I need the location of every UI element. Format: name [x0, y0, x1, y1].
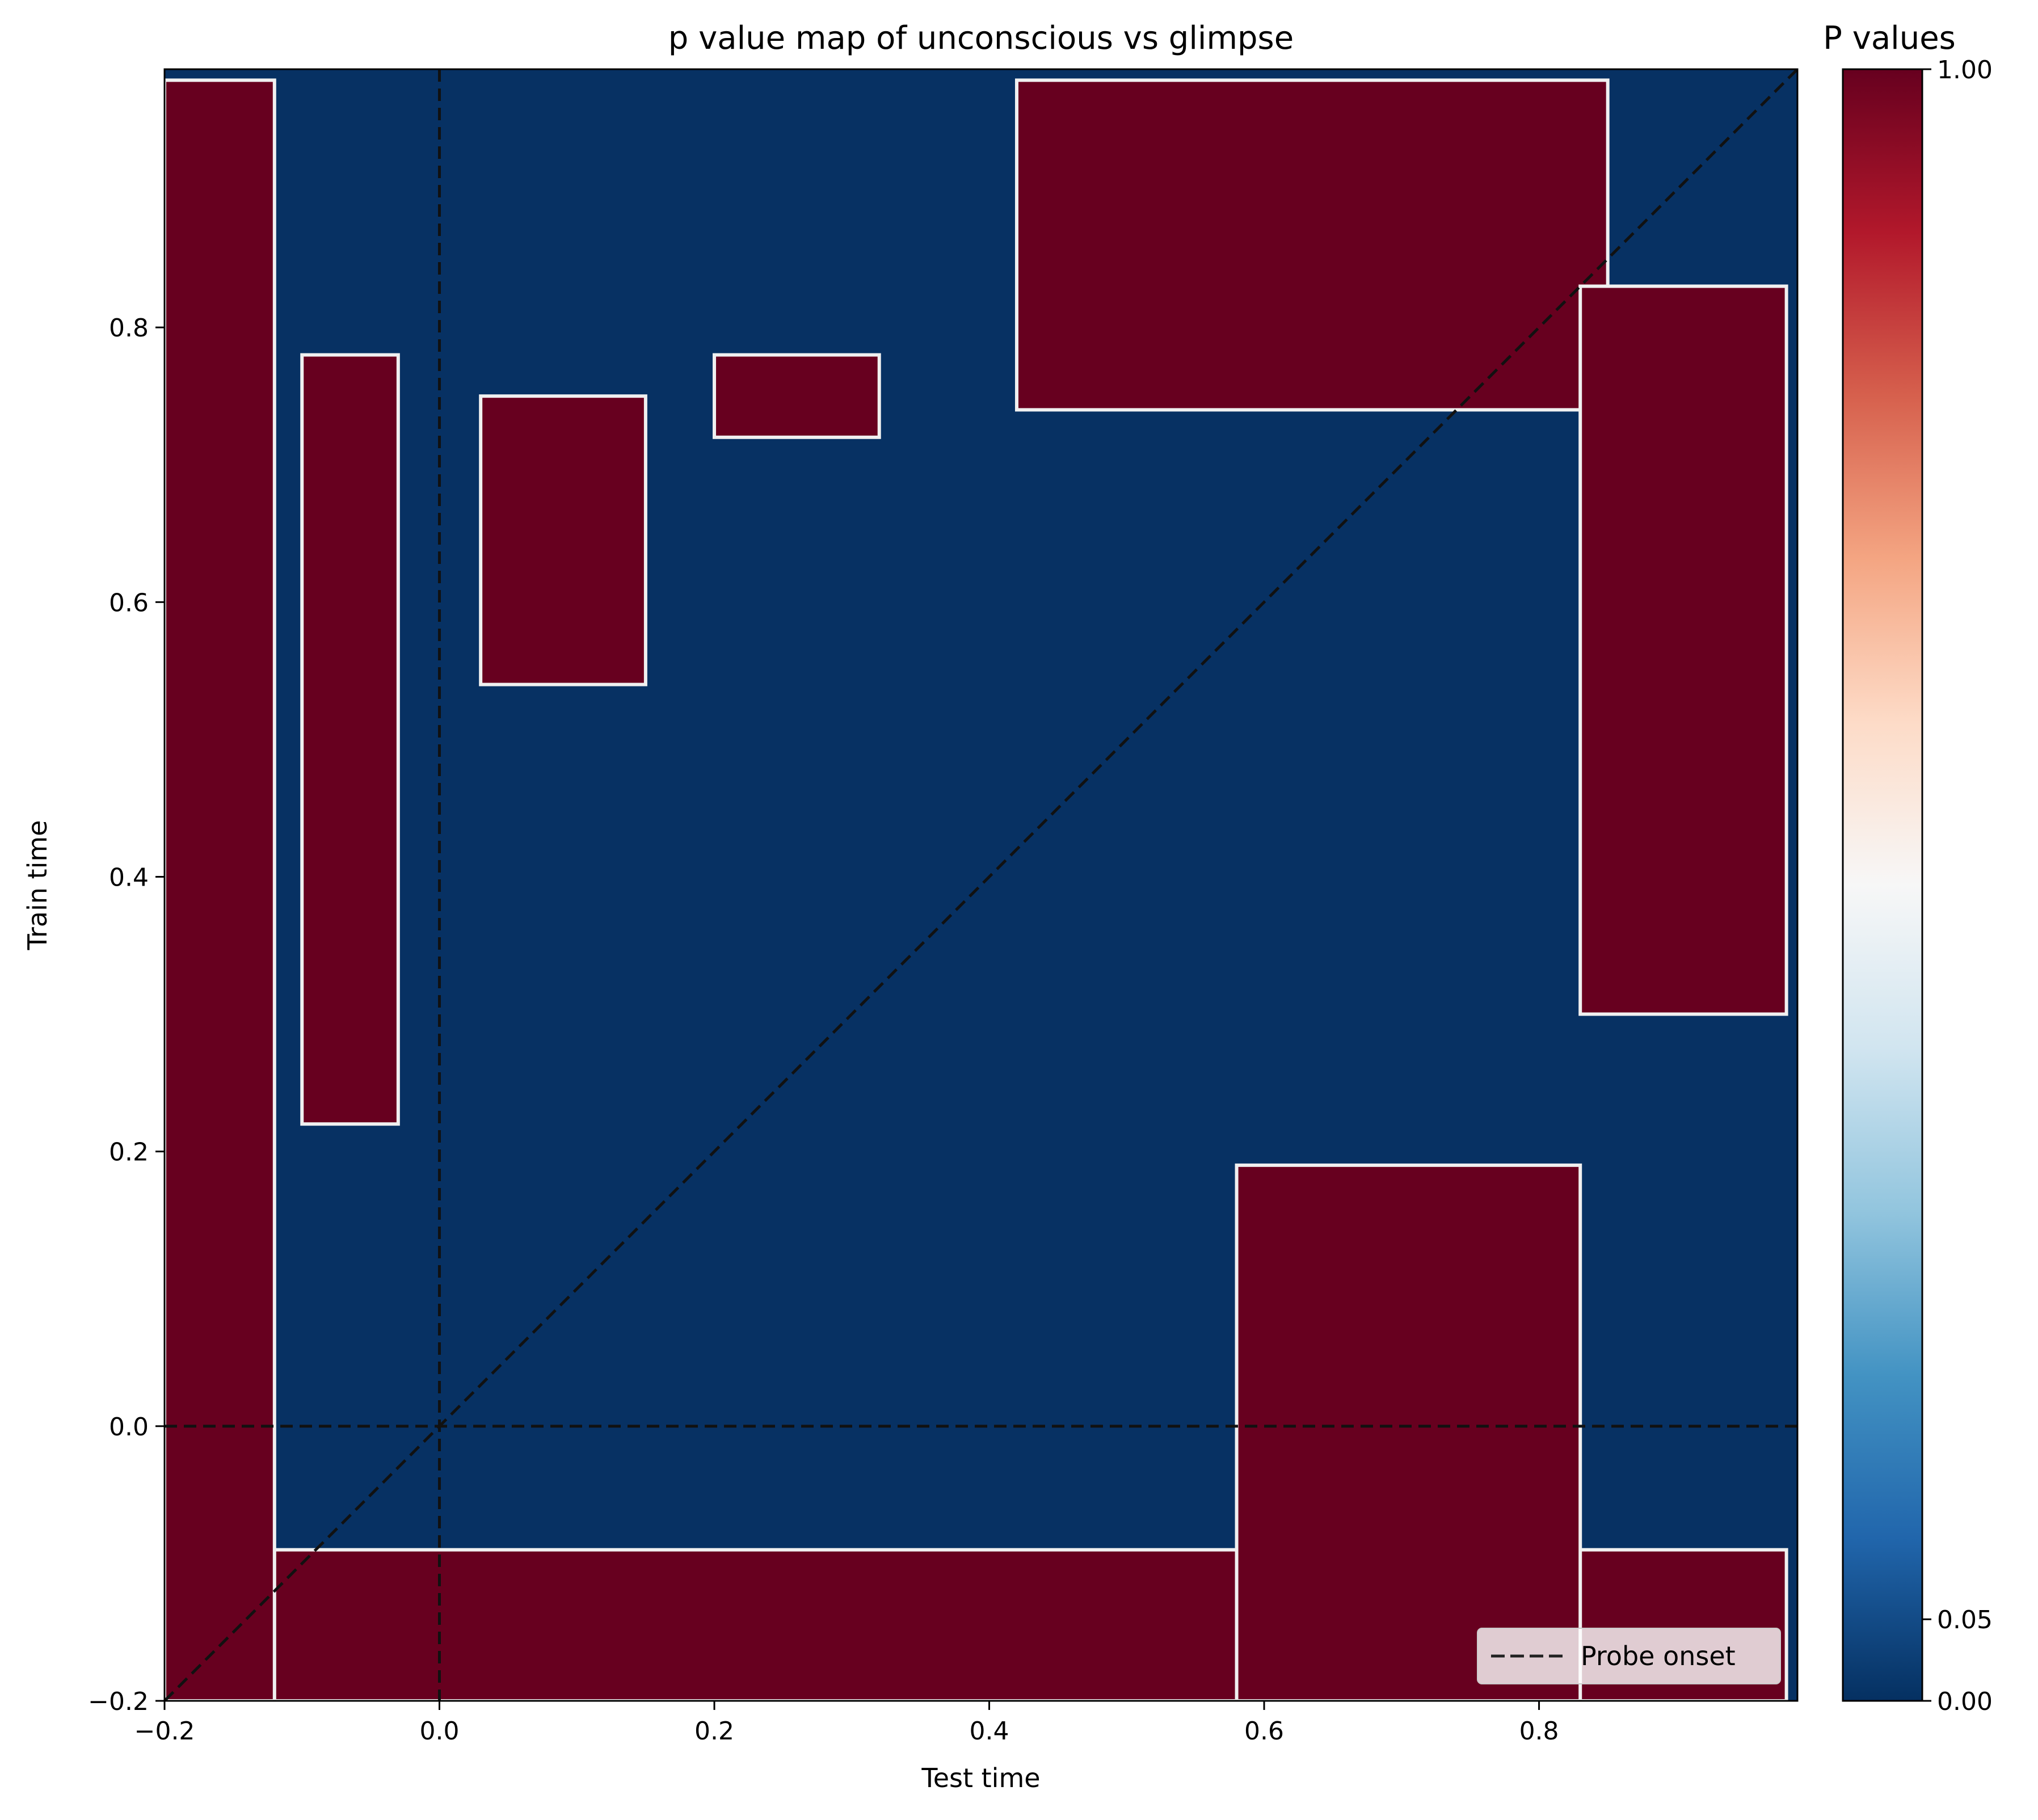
legend: Probe onset [1477, 1628, 1781, 1684]
x-tick-label: −0.2 [134, 1717, 195, 1746]
x-tick-label: 0.4 [970, 1717, 1009, 1746]
colorbar-ticks: 0.00 0.05 1.00 [1922, 56, 1993, 1716]
reference-lines [165, 69, 1797, 1701]
chart-title: p value map of unconscious vs glimpse [668, 20, 1294, 57]
y-tick-label: 0.6 [109, 588, 149, 617]
x-tick-label: 0.2 [694, 1717, 734, 1746]
heatmap-region-3 [300, 353, 400, 1126]
y-axis-label: Train time [22, 820, 53, 951]
heatmap-region-5 [1014, 78, 1610, 412]
colorbar-tick-label: 0.05 [1937, 1606, 1993, 1634]
colorbar-gradient [1842, 68, 1923, 1702]
colorbar-tick-label: 1.00 [1937, 56, 1993, 85]
heatmap-region-2 [165, 78, 276, 1701]
y-tick-label: 0.2 [109, 1138, 149, 1167]
heatmap-region-8 [713, 353, 881, 439]
x-tick-label: 0.0 [420, 1717, 460, 1746]
colorbar: P values 0.00 0.05 1.00 [1823, 20, 1993, 1716]
legend-box [1477, 1628, 1781, 1684]
x-axis: −0.2 0.0 0.2 0.4 0.6 0.8 [134, 1701, 1559, 1746]
x-axis-label: Test time [921, 1763, 1040, 1793]
colorbar-title: P values [1823, 20, 1956, 57]
heatmap-region-6 [1578, 284, 1788, 1016]
y-axis: −0.2 0.0 0.2 0.4 0.6 0.8 [88, 314, 165, 1716]
heatmap-region-4 [479, 394, 647, 686]
heatmap-region-7 [1235, 1163, 1582, 1701]
legend-entry-probe-onset: Probe onset [1581, 1641, 1736, 1671]
x-tick-label: 0.6 [1244, 1717, 1284, 1746]
y-tick-label: −0.2 [88, 1687, 149, 1716]
heatmap-regions [165, 78, 1788, 1701]
y-tick-label: 0.8 [109, 314, 149, 343]
plot-frame [163, 68, 1799, 1702]
x-tick-label: 0.8 [1519, 1717, 1559, 1746]
colorbar-tick-label: 0.00 [1937, 1687, 1993, 1716]
y-tick-label: 0.0 [109, 1413, 149, 1442]
y-tick-label: 0.4 [109, 863, 149, 892]
plot-area [163, 68, 1799, 1702]
